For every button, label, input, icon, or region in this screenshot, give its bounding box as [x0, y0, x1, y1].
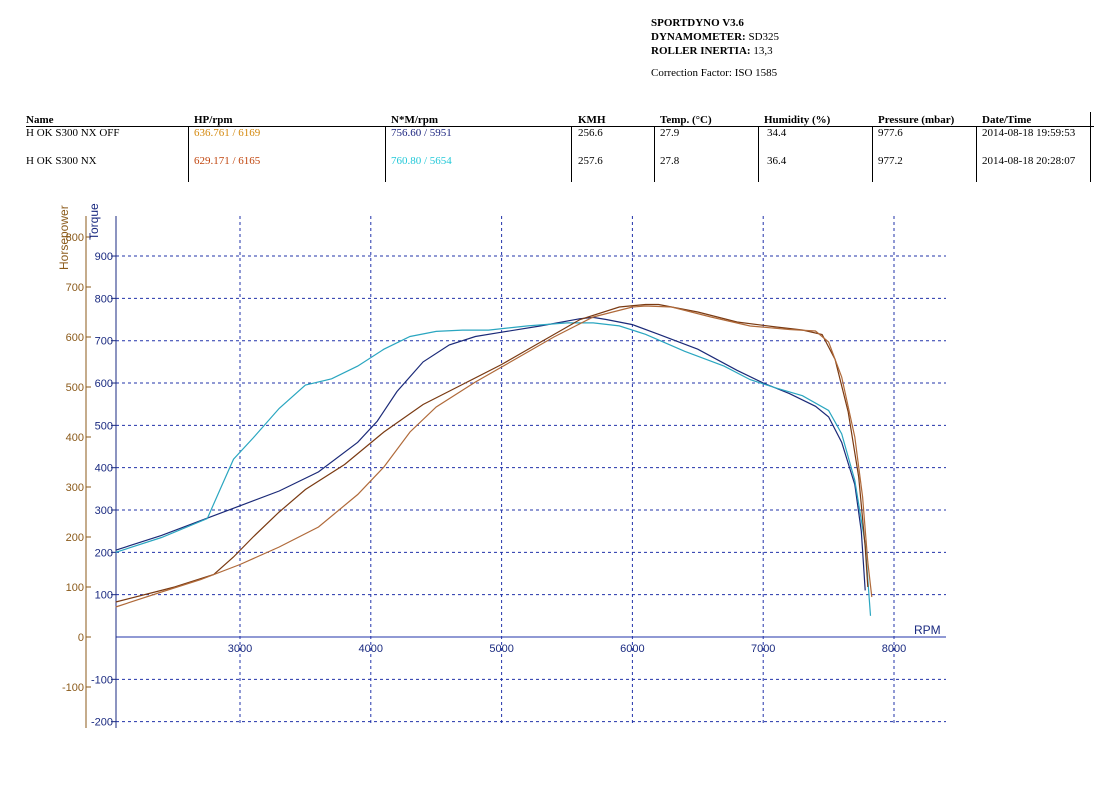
- runs-table-header: Name HP/rpm N*M/rpm KMH Temp. (°C) Humid…: [26, 114, 1094, 127]
- col-name-header: Name: [26, 114, 54, 126]
- run-datetime: 2014-08-18 20:28:07: [982, 155, 1076, 167]
- run-datetime: 2014-08-18 19:59:53: [982, 127, 1076, 139]
- run-nm: 756.60 / 5951: [391, 127, 452, 139]
- roller-inertia-label: ROLLER INERTIA:: [651, 45, 751, 57]
- col-temp-header: Temp. (°C): [660, 114, 712, 126]
- series-line-horsepower: [115, 305, 873, 608]
- run-nm: 760.80 / 5654: [391, 155, 452, 167]
- torque-tick-label: 900: [95, 251, 113, 263]
- hp-tick-label: -100: [62, 682, 84, 694]
- x-axis-label: RPM: [914, 623, 941, 637]
- runs-table: Name HP/rpm N*M/rpm KMH Temp. (°C) Humid…: [26, 114, 1094, 183]
- torque-tick-label: -100: [91, 674, 113, 686]
- col-pressure-header: Pressure (mbar): [878, 114, 955, 126]
- hp-tick-label: 600: [66, 332, 84, 344]
- run-humidity: 36.4: [767, 155, 787, 167]
- torque-tick-label: 300: [95, 505, 113, 517]
- x-tick-label: 7000: [751, 643, 775, 655]
- run-name: H OK S300 NX: [26, 155, 97, 167]
- torque-tick-label: 600: [95, 378, 113, 390]
- column-divider: [654, 126, 655, 182]
- hp-tick-label: 100: [66, 582, 84, 594]
- run-name: H OK S300 NX OFF: [26, 127, 120, 139]
- chart-curves: [115, 303, 873, 616]
- x-tick-label: 5000: [489, 643, 513, 655]
- run-hp: 629.171 / 6165: [194, 155, 261, 167]
- hp-tick-label: 0: [78, 632, 84, 644]
- dynamometer-label: DYNAMOMETER:: [651, 31, 746, 43]
- run-temp: 27.8: [660, 155, 680, 167]
- dynamometer-line: DYNAMOMETER: SD325: [651, 30, 779, 44]
- hp-tick-label: 300: [66, 482, 84, 494]
- run-humidity: 34.4: [767, 127, 787, 139]
- chart-axes: 3000 4000 5000 6000 7000 8000-200-10010020030…: [62, 216, 946, 729]
- hp-tick-label: 800: [66, 232, 84, 244]
- run-temp: 27.9: [660, 127, 680, 139]
- table-row[interactable]: H OK S300 NX OFF 636.761 / 6169 756.60 /…: [26, 127, 1094, 155]
- y-axis-label-horsepower: Horsepower: [57, 205, 71, 270]
- column-divider: [385, 126, 386, 182]
- hp-tick-label: 400: [66, 432, 84, 444]
- torque-tick-label: -200: [91, 717, 113, 729]
- series-line-torque: [115, 322, 872, 616]
- col-nm-header: N*M/rpm: [391, 114, 439, 126]
- x-tick-label: 4000: [359, 643, 383, 655]
- chart-grid: [116, 216, 946, 726]
- roller-inertia-value: 13,3: [750, 45, 773, 57]
- run-pressure: 977.6: [878, 127, 903, 139]
- column-divider: [976, 126, 977, 182]
- column-divider: [571, 126, 572, 182]
- torque-tick-label: 100: [95, 590, 113, 602]
- software-version: SPORTDYNO V3.6: [651, 17, 744, 29]
- torque-tick-label: 400: [95, 463, 113, 475]
- roller-inertia-line: ROLLER INERTIA: 13,3: [651, 44, 779, 58]
- column-divider: [1090, 112, 1091, 182]
- correction-factor: Correction Factor: ISO 1585: [651, 67, 778, 79]
- run-kmh: 256.6: [578, 127, 603, 139]
- column-divider: [758, 126, 759, 182]
- column-divider: [872, 126, 873, 182]
- col-kmh-header: KMH: [578, 114, 606, 126]
- hp-tick-label: 500: [66, 382, 84, 394]
- run-hp: 636.761 / 6169: [194, 127, 261, 139]
- hp-tick-label: 700: [66, 282, 84, 294]
- col-humidity-header: Humidity (%): [764, 114, 831, 126]
- torque-tick-label: 500: [95, 420, 113, 432]
- torque-tick-label: 800: [95, 293, 113, 305]
- series-line-horsepower: [115, 303, 869, 603]
- x-tick-label: 6000: [620, 643, 644, 655]
- dyno-info-header: SPORTDYNO V3.6 DYNAMOMETER: SD325 ROLLER…: [651, 16, 779, 80]
- y-axis-label-torque: Torque: [87, 203, 101, 240]
- x-tick-label: 3000: [228, 643, 252, 655]
- col-datetime-header: Date/Time: [982, 114, 1032, 126]
- hp-tick-label: 200: [66, 532, 84, 544]
- run-pressure: 977.2: [878, 155, 903, 167]
- torque-tick-label: 700: [95, 336, 113, 348]
- table-row[interactable]: H OK S300 NX 629.171 / 6165 760.80 / 565…: [26, 155, 1094, 183]
- x-tick-label: 8000: [882, 643, 906, 655]
- run-kmh: 257.6: [578, 155, 603, 167]
- col-hp-header: HP/rpm: [194, 114, 233, 126]
- series-line-torque: [115, 316, 866, 591]
- dynamometer-value: SD325: [745, 31, 780, 43]
- torque-tick-label: 200: [95, 547, 113, 559]
- column-divider: [188, 126, 189, 182]
